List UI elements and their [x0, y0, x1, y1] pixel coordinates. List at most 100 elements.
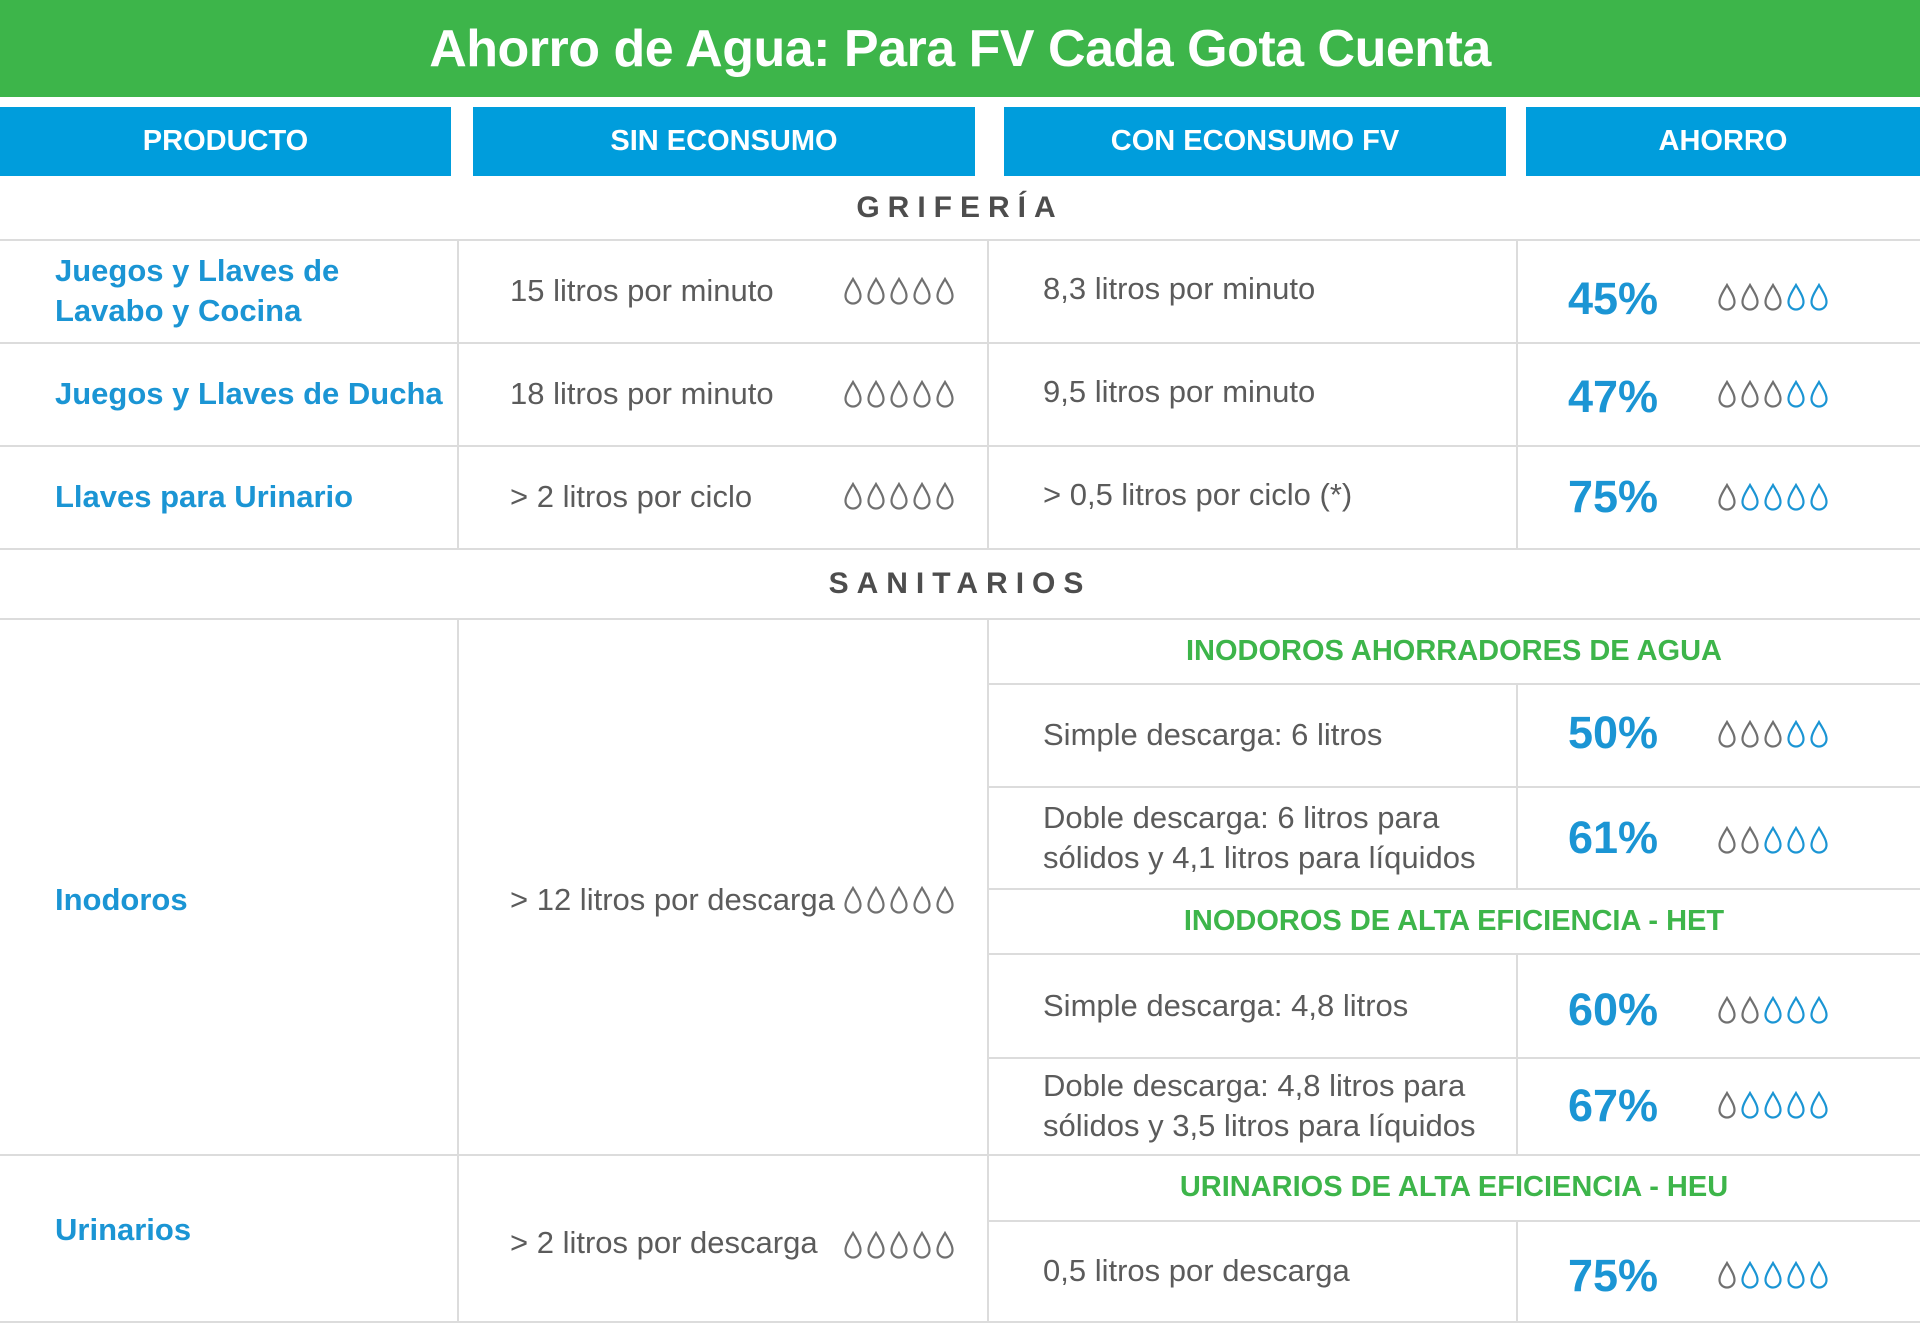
water-drop-icon — [936, 886, 954, 914]
product-name: Inodoros — [55, 882, 188, 917]
water-drop-icon — [1741, 996, 1759, 1024]
con-econsumo-value: Doble descarga: 4,8 litros para sólidos … — [1043, 1058, 1476, 1154]
product-name: Llaves para Urinario — [55, 479, 354, 514]
divider — [1516, 1221, 1518, 1321]
drop-rating-sin — [843, 482, 958, 510]
product-name: Juegos y Llaves de Lavabo y Cocina — [55, 253, 340, 328]
water-drop-icon — [1787, 483, 1805, 511]
divider — [457, 240, 459, 548]
con-econsumo-line: sólidos y 4,1 litros para líquidos — [1043, 839, 1476, 875]
water-drop-icon — [844, 1231, 862, 1259]
con-econsumo-line: sólidos y 3,5 litros para líquidos — [1043, 1108, 1476, 1143]
water-drop-icon — [867, 277, 885, 305]
drop-rating-ahorro — [1717, 996, 1832, 1024]
con-econsumo-value: 8,3 litros por minuto — [1043, 271, 1316, 306]
ahorro-percent: 67% — [1568, 1080, 1659, 1131]
section-label-griferia: GRIFERÍA — [856, 191, 1064, 224]
drop-rating-sin — [843, 1231, 958, 1259]
water-drop-icon — [890, 482, 908, 510]
water-drop-icon — [867, 886, 885, 914]
con-econsumo-value: 9,5 litros por minuto — [1043, 374, 1316, 409]
sin-econsumo-value: 18 litros por minuto — [510, 376, 774, 411]
water-drop-icon — [1764, 996, 1782, 1024]
water-drop-icon — [1810, 283, 1828, 311]
water-drop-icon — [1718, 720, 1736, 748]
ahorro-percent: 47% — [1568, 371, 1659, 422]
water-drop-icon — [1764, 826, 1782, 854]
water-drop-icon — [1787, 826, 1805, 854]
water-drop-icon — [844, 482, 862, 510]
water-drop-icon — [1810, 1091, 1828, 1119]
water-drop-icon — [1810, 996, 1828, 1024]
water-drop-icon — [1718, 1091, 1736, 1119]
sin-econsumo-value: > 2 litros por ciclo — [510, 479, 753, 514]
divider — [988, 1220, 1920, 1222]
product-name: Juegos y Llaves de Ducha — [55, 376, 443, 411]
water-drop-icon — [844, 277, 862, 305]
water-drop-icon — [1741, 1091, 1759, 1119]
water-drop-icon — [913, 380, 931, 408]
drop-rating-ahorro — [1717, 380, 1832, 408]
divider — [0, 445, 1920, 447]
ahorro-percent: 61% — [1568, 811, 1659, 863]
water-drop-icon — [936, 1231, 954, 1259]
water-drop-icon — [1741, 283, 1759, 311]
product-name: Urinarios — [55, 1212, 192, 1247]
divider — [0, 239, 1920, 241]
water-drop-icon — [1718, 1261, 1736, 1289]
water-drop-icon — [867, 1231, 885, 1259]
divider — [0, 342, 1920, 344]
group-heading-inodoros-het: INODOROS DE ALTA EFICIENCIA - HET — [1183, 904, 1725, 937]
water-drop-icon — [913, 277, 931, 305]
water-drop-icon — [1787, 380, 1805, 408]
water-drop-icon — [890, 277, 908, 305]
drop-rating-ahorro — [1717, 483, 1832, 511]
divider — [987, 619, 989, 1321]
divider — [457, 619, 459, 1321]
con-econsumo-value: Simple descarga: 4,8 litros — [1043, 987, 1409, 1023]
con-econsumo-line: Doble descarga: 6 litros para — [1043, 799, 1440, 835]
water-drop-icon — [1810, 1261, 1828, 1289]
ahorro-percent: 60% — [1568, 983, 1659, 1035]
water-drop-icon — [1741, 380, 1759, 408]
water-drop-icon — [1764, 380, 1782, 408]
drop-rating-ahorro — [1717, 1261, 1832, 1289]
section-label-sanitarios: SANITARIOS — [828, 566, 1092, 600]
divider — [0, 1321, 1920, 1323]
water-drop-icon — [936, 482, 954, 510]
water-drop-icon — [1718, 283, 1736, 311]
water-drop-icon — [1764, 1091, 1782, 1119]
divider — [987, 240, 989, 548]
water-drop-icon — [1718, 826, 1736, 854]
water-drop-icon — [1741, 1261, 1759, 1289]
water-drop-icon — [867, 482, 885, 510]
ahorro-percent: 45% — [1568, 273, 1659, 324]
drop-rating-sin — [843, 277, 958, 305]
ahorro-percent: 50% — [1568, 707, 1659, 758]
sin-econsumo-value: 15 litros por minuto — [510, 273, 774, 308]
water-drop-icon — [1810, 720, 1828, 748]
water-drop-icon — [936, 277, 954, 305]
water-drop-icon — [1764, 1261, 1782, 1289]
column-header-producto: PRODUCTO — [0, 107, 451, 176]
group-heading-inodoros-ahorradores: INODOROS AHORRADORES DE AGUA — [1186, 634, 1722, 667]
con-econsumo-value: 0,5 litros por descarga — [1043, 1253, 1350, 1288]
drop-rating-ahorro — [1717, 826, 1832, 854]
ahorro-percent: 75% — [1568, 1250, 1659, 1301]
sin-econsumo-value: > 2 litros por descarga — [510, 1225, 818, 1260]
water-drop-icon — [1764, 283, 1782, 311]
water-drop-icon — [867, 380, 885, 408]
water-drop-icon — [1810, 826, 1828, 854]
water-drop-icon — [1787, 1091, 1805, 1119]
divider — [0, 1154, 1920, 1156]
water-drop-icon — [1741, 720, 1759, 748]
water-drop-icon — [1718, 380, 1736, 408]
divider — [0, 548, 1920, 550]
water-drop-icon — [890, 886, 908, 914]
divider — [1516, 954, 1518, 1154]
water-drop-icon — [1741, 826, 1759, 854]
group-heading-urinarios-heu: URINARIOS DE ALTA EFICIENCIA - HEU — [1179, 1171, 1729, 1203]
column-header-ahorro: AHORRO — [1526, 107, 1920, 176]
water-drop-icon — [1764, 483, 1782, 511]
water-drop-icon — [1787, 720, 1805, 748]
